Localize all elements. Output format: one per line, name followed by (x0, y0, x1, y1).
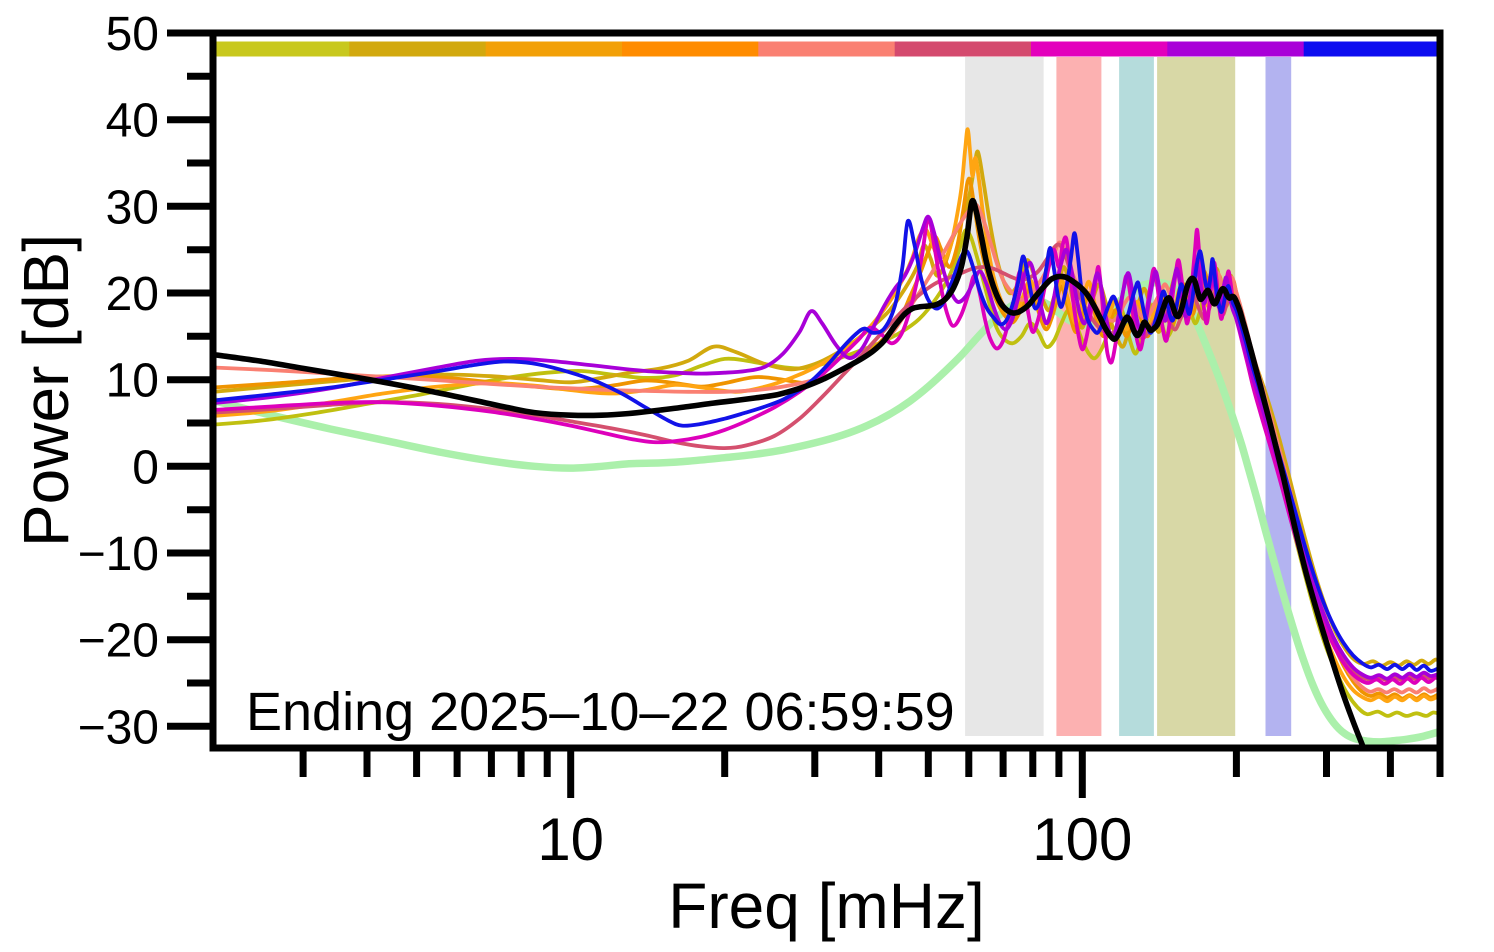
y-tick-label: −30 (78, 701, 159, 754)
hour-strip-segment-8 (1167, 41, 1305, 57)
y-tick-label: 30 (106, 181, 159, 234)
hour-strip-segment-5 (758, 41, 896, 57)
hour-strip-segment-9 (1303, 41, 1441, 57)
y-tick-label: 10 (106, 355, 159, 408)
series-mean (213, 197, 1367, 748)
y-axis-title: Power [dB] (10, 234, 82, 547)
x-tick-label: 10 (537, 806, 604, 873)
series-hour-9-blue (213, 218, 1440, 673)
band-118-138 (1119, 57, 1154, 736)
hour-color-strip (213, 41, 1441, 57)
y-tick-labels: 50 40 30 20 10 0 −10 −20 −30 (78, 8, 159, 754)
x-axis (299, 751, 1444, 798)
y-tick-label: 50 (106, 8, 159, 61)
x-axis-title: Freq [mHz] (668, 870, 984, 942)
x-tick-labels: 10 100 (537, 806, 1132, 873)
series-hour-8-purple (213, 214, 1440, 681)
y-tick-label: 40 (106, 95, 159, 148)
y-tick-label: −20 (78, 615, 159, 668)
hour-strip-segment-2 (349, 41, 487, 57)
y-tick-label: 20 (106, 268, 159, 321)
hour-strip-segment-1 (213, 41, 350, 57)
band-89-109 (1056, 57, 1102, 736)
plot-frame (209, 29, 1444, 752)
y-tick-label: −10 (78, 528, 159, 581)
hour-strip-segment-7 (1031, 41, 1168, 57)
x-tick-label: 100 (1032, 806, 1132, 873)
band-228-256 (1265, 57, 1292, 736)
hour-strip-segment-4 (622, 41, 759, 57)
frequency-bands (965, 57, 1292, 736)
hour-strip-segment-6 (894, 41, 1032, 57)
ending-annotation: Ending 2025–10–22 06:59:59 (246, 682, 955, 742)
y-axis (167, 29, 210, 730)
series-group (213, 127, 1440, 748)
hour-strip-segment-3 (485, 41, 623, 57)
y-tick-label: 0 (132, 441, 159, 494)
